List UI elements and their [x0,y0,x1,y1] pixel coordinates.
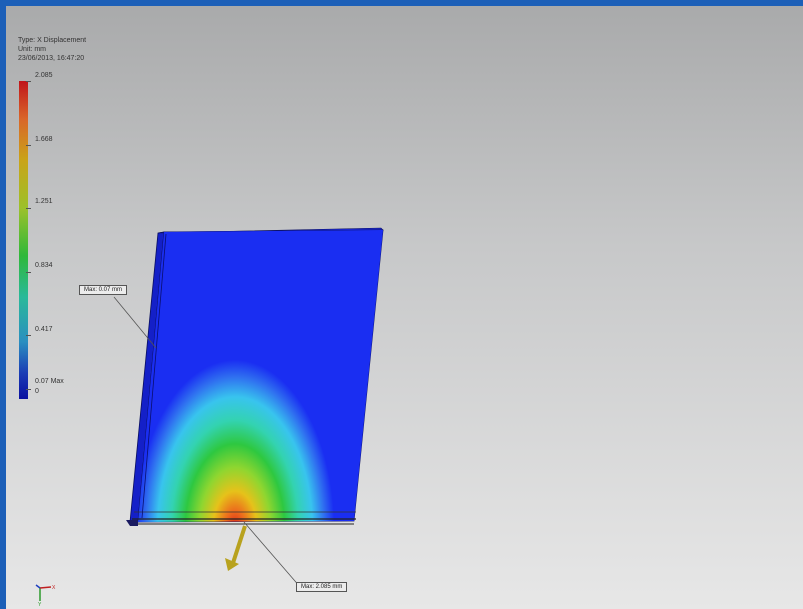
plate-inner-edge [141,233,167,519]
z-axis-line [35,584,41,589]
plate-model [126,227,384,526]
leader-line [113,296,157,349]
legend-color-bar [19,81,28,399]
legend-tick-label: 0.07 Max [35,378,64,385]
legend-tick [26,389,31,390]
arrow-head-icon [225,558,239,571]
legend-tick-label: 1.668 [35,136,53,143]
legend-tick-label: 0.834 [35,262,53,269]
x-axis-label: X [52,585,56,591]
legend-min-label: 0 [35,388,39,395]
result-timestamp: 23/06/2013, 16:47:20 [18,55,85,62]
plate-corner [126,520,138,526]
model-3d-view[interactable] [6,6,803,609]
legend-tick [26,81,31,82]
leader-line [243,521,302,589]
probe-callout-max[interactable]: Max: 2.085 mm [296,582,348,592]
result-type-label: Type: X Displacement [18,37,87,44]
legend-tick [26,208,31,209]
graphics-viewport[interactable]: Type: X Displacement Unit: mm 23/06/2013… [6,6,803,609]
y-axis-label: Y [38,602,42,606]
legend-tick [26,272,31,273]
result-unit-label: Unit: mm [18,46,46,53]
load-arrow[interactable] [225,525,247,571]
legend-tick-label: 0.417 [35,326,53,333]
legend-tick [26,335,31,336]
probe-callout-min[interactable]: Max: 0.07 mm [79,285,128,295]
axis-triad-icon[interactable]: X Y [30,576,60,606]
legend-tick-label: 1.251 [35,198,53,205]
legend-tick [26,145,31,146]
displacement-contour [138,230,383,522]
legend-tick-label: 2.085 [35,72,53,79]
x-axis-line [39,586,52,589]
